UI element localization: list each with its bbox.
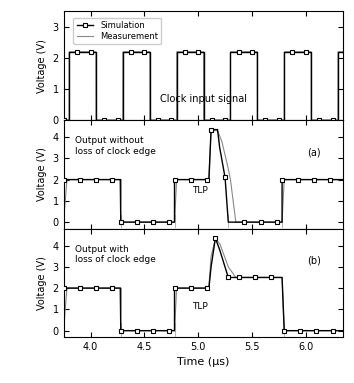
Text: Output without
loss of clock edge: Output without loss of clock edge (75, 136, 156, 155)
Text: Output with
loss of clock edge: Output with loss of clock edge (75, 245, 156, 264)
Legend: Simulation, Measurement: Simulation, Measurement (74, 18, 161, 44)
Text: (b): (b) (307, 256, 321, 266)
Text: Clock input signal: Clock input signal (160, 94, 247, 104)
Y-axis label: Voltage (V): Voltage (V) (37, 147, 47, 201)
X-axis label: Time (μs): Time (μs) (177, 357, 230, 367)
Text: TLP: TLP (192, 186, 208, 195)
Y-axis label: Voltage (V): Voltage (V) (37, 39, 47, 93)
Text: TLP: TLP (192, 302, 208, 311)
Text: (a): (a) (307, 147, 321, 157)
Y-axis label: Voltage (V): Voltage (V) (37, 256, 47, 310)
